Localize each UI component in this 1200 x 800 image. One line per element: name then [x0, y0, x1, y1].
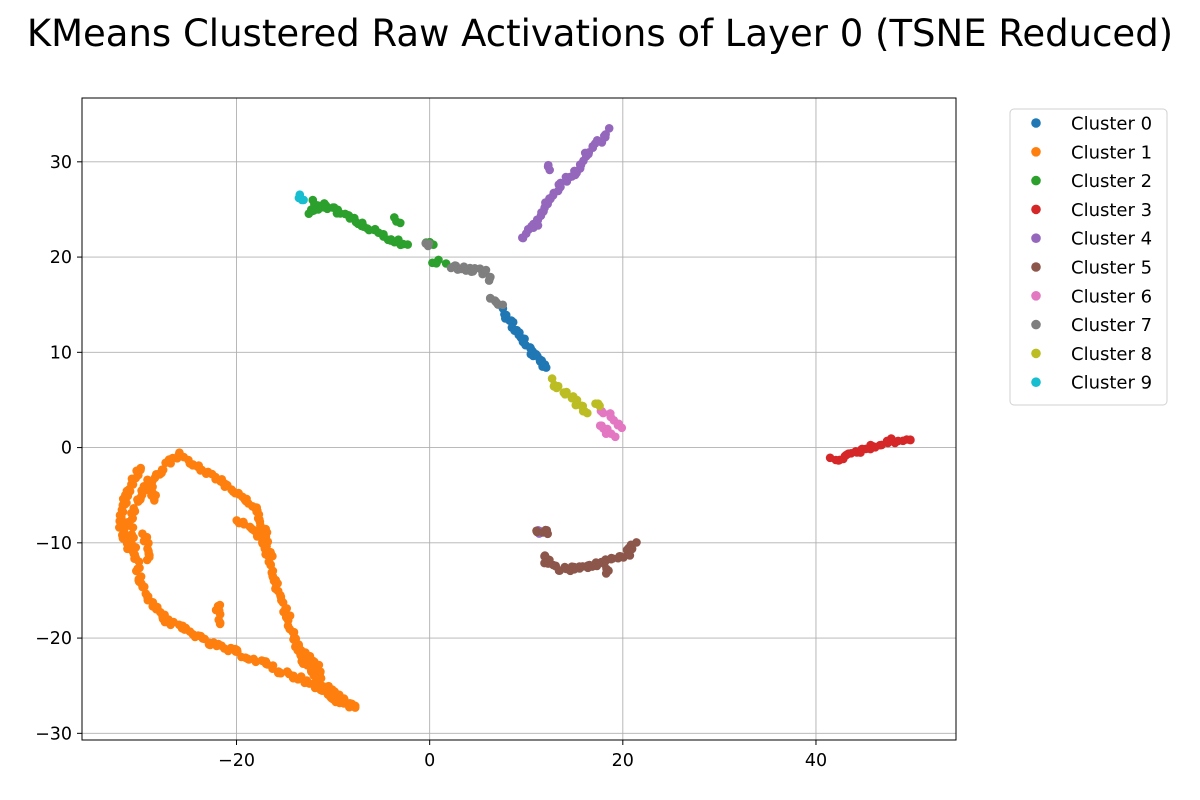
- data-point: [604, 124, 614, 133]
- data-point: [595, 401, 604, 411]
- y-tick-label: 30: [50, 153, 72, 173]
- data-point: [148, 482, 157, 492]
- chart-title: KMeans Clustered Raw Activations of Laye…: [27, 12, 1173, 55]
- legend-marker: [1031, 175, 1041, 186]
- x-tick-label: −20: [218, 751, 255, 771]
- data-point: [396, 218, 405, 228]
- series-cluster-0: [498, 304, 551, 372]
- data-point: [875, 440, 885, 450]
- legend-marker: [1031, 204, 1041, 215]
- legend: Cluster 0 Cluster 1 Cluster 2 Cluster 3 Clus…: [1009, 108, 1168, 406]
- data-point: [133, 497, 143, 506]
- series-cluster-4: [518, 124, 614, 538]
- data-point: [299, 195, 308, 205]
- series-cluster-9: [294, 190, 308, 205]
- legend-marker: [1031, 147, 1041, 157]
- data-point: [150, 496, 159, 505]
- data-point: [215, 619, 225, 629]
- legend-marker: [1031, 291, 1041, 301]
- data-point: [583, 408, 592, 418]
- data-point: [350, 701, 360, 710]
- data-point: [611, 432, 620, 442]
- legend-marker: [1031, 377, 1041, 388]
- legend-label: Cluster 5: [1071, 258, 1152, 279]
- data-point: [906, 435, 915, 445]
- y-tick-label: 10: [50, 343, 72, 363]
- x-tick-label: 20: [612, 751, 634, 771]
- legend-label: Cluster 7: [1071, 315, 1152, 336]
- x-tick-label: 40: [805, 751, 827, 771]
- legend-label: Cluster 9: [1071, 373, 1152, 394]
- data-points: [115, 124, 915, 712]
- legend-label: Cluster 4: [1071, 229, 1152, 250]
- data-point: [266, 560, 275, 569]
- data-point: [434, 255, 443, 265]
- data-point: [403, 240, 413, 249]
- x-tick-label: 0: [424, 751, 435, 771]
- legend-box: [1009, 108, 1168, 406]
- legend-label: Cluster 3: [1071, 200, 1152, 221]
- legend-marker: [1031, 262, 1041, 272]
- data-point: [632, 538, 641, 547]
- data-point: [132, 566, 141, 576]
- legend-label: Cluster 6: [1071, 286, 1152, 307]
- data-point: [498, 300, 508, 310]
- series-cluster-5: [532, 525, 641, 578]
- data-point: [553, 381, 563, 391]
- data-point: [423, 241, 433, 251]
- legend-label: Cluster 2: [1071, 171, 1152, 192]
- data-point: [556, 178, 565, 188]
- data-point: [601, 569, 611, 578]
- series-cluster-7: [421, 239, 508, 310]
- legend-label: Cluster 8: [1071, 344, 1152, 365]
- data-point: [378, 230, 387, 239]
- gridlines: [82, 98, 956, 740]
- data-point: [142, 555, 152, 565]
- data-point: [321, 201, 331, 210]
- data-point: [161, 458, 170, 468]
- series-cluster-6: [595, 406, 627, 442]
- data-point: [128, 523, 138, 532]
- data-point: [140, 582, 149, 592]
- data-point: [545, 555, 554, 565]
- data-point: [617, 423, 627, 433]
- data-point: [123, 544, 132, 554]
- data-point: [252, 532, 262, 541]
- y-tick-label: 20: [50, 248, 72, 268]
- data-point: [481, 265, 491, 275]
- series-cluster-8: [547, 374, 604, 418]
- legend-marker: [1031, 348, 1041, 359]
- data-point: [484, 276, 494, 285]
- data-point: [314, 660, 324, 670]
- data-point: [316, 674, 326, 683]
- data-point: [545, 165, 554, 175]
- data-point: [561, 388, 570, 398]
- series-cluster-3: [825, 434, 915, 465]
- legend-label: Cluster 1: [1071, 142, 1152, 163]
- data-point: [607, 553, 616, 563]
- legend-marker: [1031, 319, 1041, 330]
- data-point: [134, 557, 144, 566]
- y-tick-label: −10: [35, 534, 72, 554]
- legend-label: Cluster 0: [1071, 114, 1152, 135]
- series-cluster-1: [115, 448, 360, 712]
- plot-area-frame: [81, 97, 957, 741]
- data-point: [541, 363, 551, 372]
- y-tick-label: 0: [61, 439, 72, 459]
- data-point: [547, 374, 557, 383]
- legend-marker: [1031, 233, 1041, 243]
- data-point: [543, 529, 552, 539]
- y-tick-label: −30: [35, 724, 72, 744]
- y-tick-label: −20: [35, 629, 72, 649]
- legend-marker: [1031, 118, 1041, 128]
- data-point: [261, 550, 270, 559]
- axis-ticks: −20 0 20 40 −30 −20 −10 0 10 20 30: [35, 153, 827, 771]
